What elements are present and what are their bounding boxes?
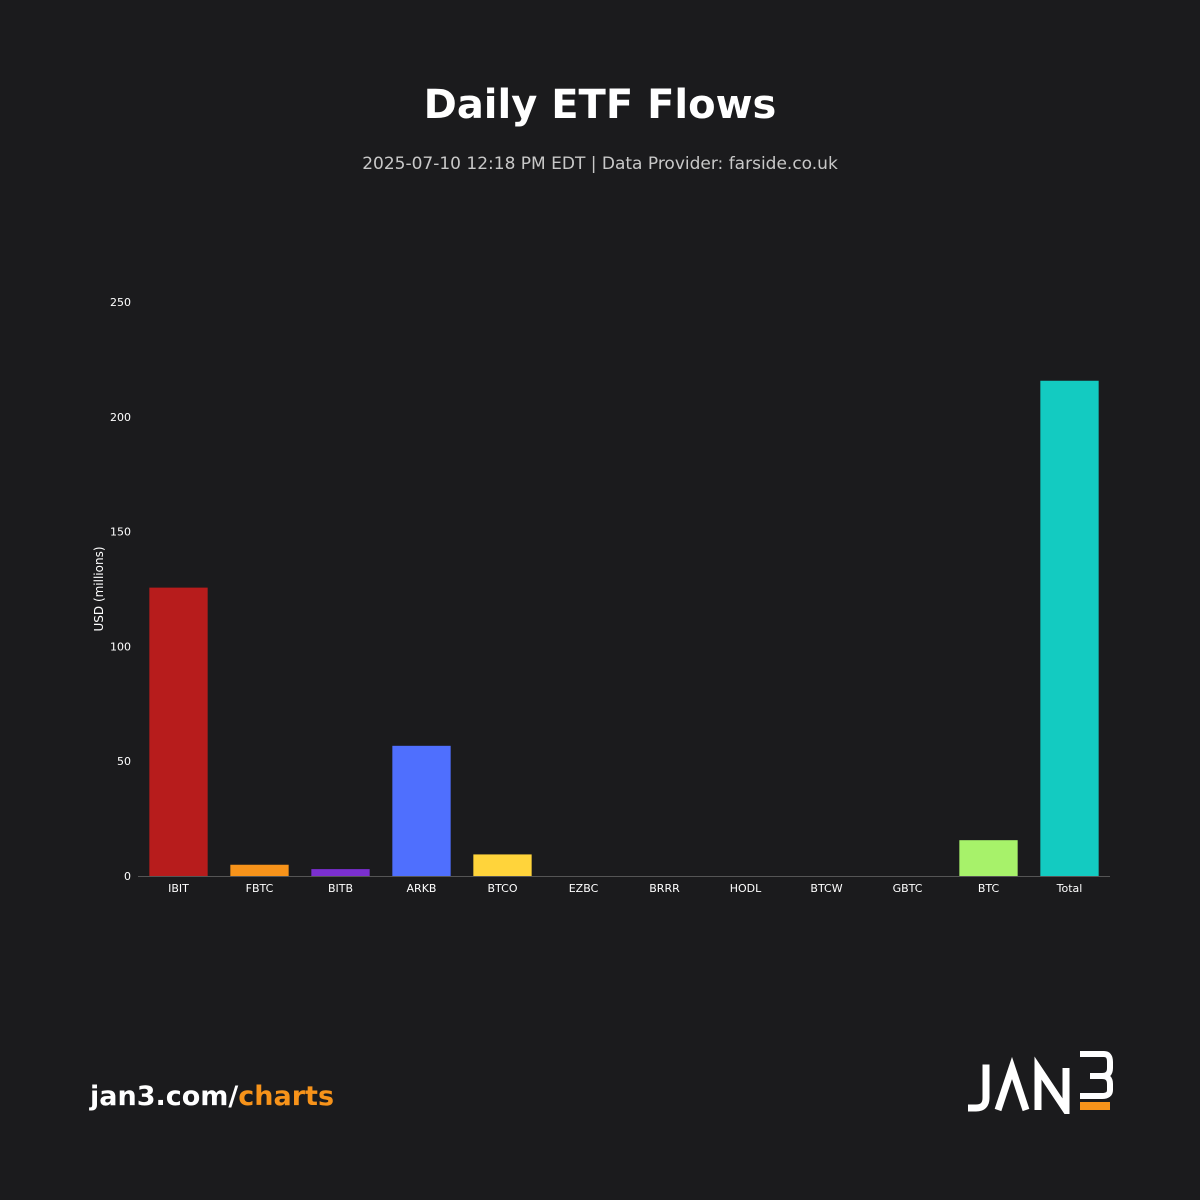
bar-ibit: [149, 587, 208, 876]
x-tick-label: FBTC: [246, 882, 274, 895]
bar-arkb: [392, 745, 451, 876]
jan3-logo: [968, 1051, 1113, 1114]
chart-subtitle: 2025-07-10 12:18 PM EDT | Data Provider:…: [362, 154, 838, 174]
x-tick-label: BRRR: [649, 882, 680, 895]
bar-btco: [473, 854, 532, 876]
chart-title: Daily ETF Flows: [423, 82, 777, 128]
x-tick-label: BTCW: [810, 882, 842, 895]
y-tick-label: 200: [110, 411, 131, 424]
x-tick-label: BITB: [328, 882, 353, 895]
bar-bitb: [311, 869, 370, 876]
bar-chart: 0 50 100 150 200 250 USD (millions) IBIT FBTC BIT…: [92, 296, 1110, 895]
y-tick-label: 250: [110, 296, 131, 309]
x-tick-label: BTC: [978, 882, 1000, 895]
x-tick-label: IBIT: [168, 882, 189, 895]
x-tick-label: Total: [1056, 882, 1083, 895]
x-tick-label: HODL: [730, 882, 762, 895]
footer-link[interactable]: jan3.com/charts: [90, 1081, 334, 1112]
y-tick-label: 150: [110, 526, 131, 539]
y-tick-label: 100: [110, 640, 131, 653]
y-tick-label: 0: [124, 870, 131, 883]
x-tick-label: ARKB: [407, 882, 437, 895]
footer-link-prefix: jan3.com/: [90, 1081, 239, 1112]
y-tick-label: 50: [117, 755, 131, 768]
bar-total: [1040, 380, 1099, 876]
y-axis-label: USD (millions): [92, 546, 106, 631]
bar-fbtc: [230, 864, 289, 876]
bar-btc: [959, 840, 1018, 876]
footer-link-accent: charts: [238, 1081, 335, 1112]
x-tick-label: BTCO: [488, 882, 518, 895]
x-tick-label: EZBC: [569, 882, 599, 895]
x-tick-label: GBTC: [893, 882, 923, 895]
